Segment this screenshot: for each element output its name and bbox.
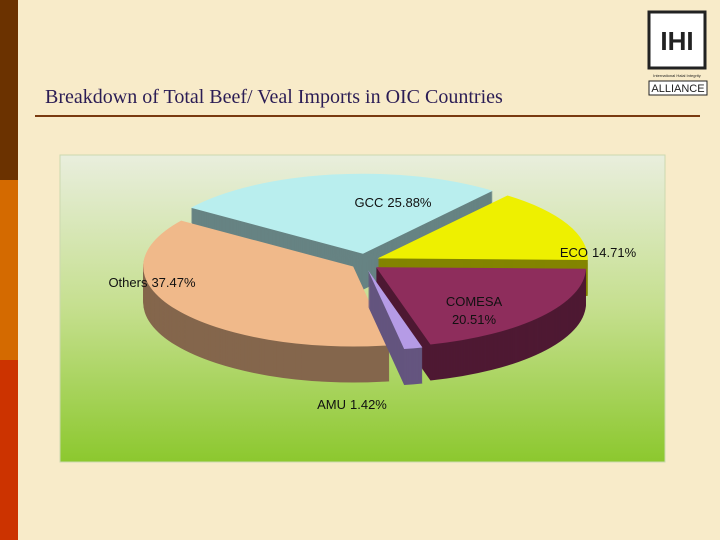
- logo-name: ALLIANCE: [651, 83, 704, 95]
- slice-group: [190, 173, 493, 290]
- value-label: 20.51%: [452, 312, 497, 327]
- data-label: COMESA 20.51%: [446, 294, 503, 327]
- side-band: [0, 0, 18, 180]
- logo-mark: IHI: [660, 26, 693, 56]
- category-label: AMU: [317, 397, 346, 412]
- slice-group: [368, 270, 423, 386]
- category-label: GCC: [355, 195, 384, 210]
- side-band: [0, 360, 18, 540]
- logo-name-box: [648, 80, 708, 96]
- slice-group: [143, 220, 390, 383]
- category-label: ECO: [560, 245, 588, 260]
- slice: [376, 267, 586, 345]
- slide-title: Breakdown of Total Beef/ Veal Imports in…: [45, 86, 503, 108]
- data-label: AMU 1.42%: [317, 397, 387, 412]
- value-label: 1.42%: [350, 397, 387, 412]
- data-label: Others 37.47%: [108, 275, 196, 290]
- value-label: 14.71%: [592, 245, 637, 260]
- logo-tagline: International Halal Integrity: [653, 73, 701, 78]
- slice: [368, 270, 423, 350]
- side-band: [0, 180, 18, 360]
- slice: [377, 195, 588, 260]
- pie: GCC 25.88% ECO 14.71% COMESA 20.51% AMU 1.42% Ot…: [108, 173, 637, 412]
- data-label: GCC 25.88%: [355, 195, 432, 210]
- logo-box: [647, 10, 707, 70]
- slice-group: [376, 267, 586, 381]
- logo: IHI International Halal Integrity ALLIAN…: [647, 10, 708, 96]
- category-label: COMESA: [446, 294, 503, 309]
- value-label: 25.88%: [387, 195, 432, 210]
- value-label: 37.47%: [151, 275, 196, 290]
- slice: [190, 173, 493, 254]
- data-label: ECO 14.71%: [560, 245, 637, 260]
- slice: [143, 220, 390, 347]
- category-label: Others: [108, 275, 148, 290]
